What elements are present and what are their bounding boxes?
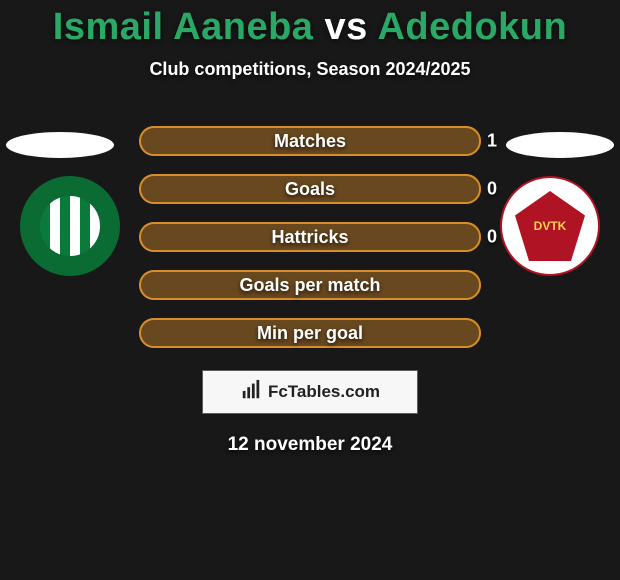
club-badge-left bbox=[20, 176, 120, 276]
page-title: Ismail Aaneba vs Adedokun bbox=[0, 0, 620, 49]
title-vs: vs bbox=[325, 6, 368, 48]
stat-bar-label: Min per goal bbox=[257, 323, 363, 344]
stat-bar: Min per goal bbox=[139, 318, 481, 348]
player-a-photo-placeholder bbox=[6, 132, 114, 158]
bar-chart-icon bbox=[240, 379, 262, 406]
player-b-photo-placeholder bbox=[506, 132, 614, 158]
stat-bar: Goals0 bbox=[139, 174, 481, 204]
stat-bar: Matches1 bbox=[139, 126, 481, 156]
watermark: FcTables.com bbox=[202, 370, 418, 414]
stat-bar-label: Goals per match bbox=[239, 275, 380, 296]
comparison-stage: DVTK Matches1Goals0Hattricks0Goals per m… bbox=[0, 108, 620, 348]
club-badge-right-label: DVTK bbox=[515, 191, 585, 261]
stat-bar: Goals per match bbox=[139, 270, 481, 300]
snapshot-date: 12 november 2024 bbox=[0, 434, 620, 456]
club-badge-right: DVTK bbox=[500, 176, 600, 276]
stat-value-b: 0 bbox=[487, 179, 511, 200]
stat-bar-label: Matches bbox=[274, 131, 346, 152]
watermark-text: FcTables.com bbox=[268, 382, 380, 402]
stat-bars: Matches1 Goals0 Hattricks0 Goals per match M… bbox=[139, 108, 481, 348]
subtitle: Club competitions, Season 2024/2025 bbox=[0, 59, 620, 80]
stat-value-b: 1 bbox=[487, 131, 511, 152]
stat-value-b: 0 bbox=[487, 227, 511, 248]
stat-bar-label: Hattricks bbox=[271, 227, 348, 248]
title-player-b: Adedokun bbox=[377, 6, 567, 48]
stat-bar: Hattricks0 bbox=[139, 222, 481, 252]
stat-bar-label: Goals bbox=[285, 179, 335, 200]
title-player-a: Ismail Aaneba bbox=[53, 6, 314, 48]
